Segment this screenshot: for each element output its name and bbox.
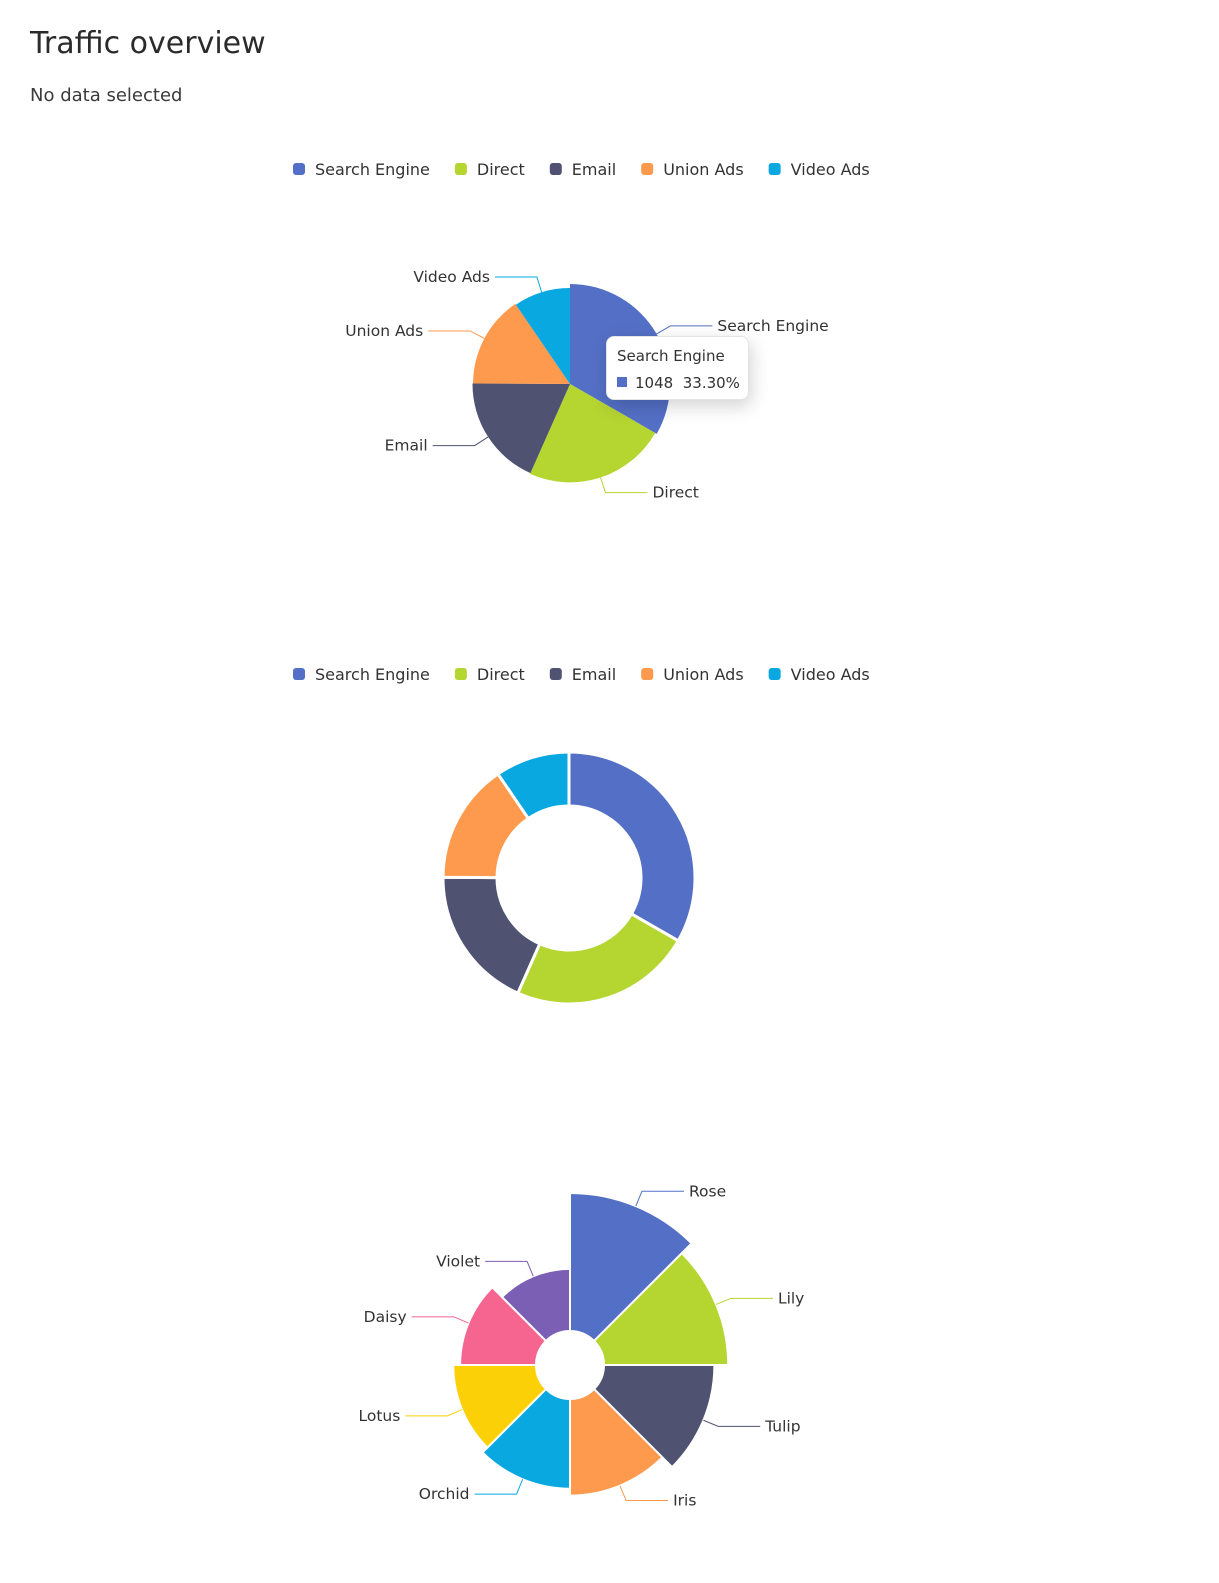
label-lily: Lily (778, 1289, 804, 1307)
legend-item-email[interactable]: Email (572, 160, 616, 179)
rose-slice-violet[interactable] (500, 1267, 571, 1343)
tooltip-value: 1048 (635, 374, 674, 392)
legend-swatch-direct[interactable] (454, 668, 467, 680)
label-line-direct (600, 477, 648, 494)
rose-chart-flowers: Rose Lily Tulip Iris Orchid Lotus Daisy Violet (358, 1182, 804, 1509)
tooltip-title: Search Engine (617, 347, 725, 365)
label-violet: Violet (436, 1252, 480, 1270)
legend-item-union-ads[interactable]: Union Ads (663, 160, 743, 179)
slice-union-ads[interactable] (473, 303, 570, 384)
chart-tooltip: Search Engine 1048 33.30% (606, 336, 749, 400)
donut-slice-search-engine[interactable] (567, 750, 697, 943)
label-line-union-ads (428, 330, 485, 339)
legend-item-search-engine[interactable]: Search Engine (315, 160, 430, 179)
legend-item-email[interactable]: Email (572, 665, 616, 684)
label-orchid: Orchid (419, 1485, 470, 1503)
label-iris: Iris (673, 1491, 696, 1509)
legend-swatch-search-engine[interactable] (293, 668, 305, 680)
label-line-rose (635, 1190, 684, 1207)
tooltip-value-row: 1048 33.30% (635, 374, 740, 392)
legend: Search Engine Direct Email Union Ads Video A… (293, 665, 870, 684)
donut-slice-email[interactable] (441, 875, 542, 996)
slice-email[interactable] (472, 383, 570, 474)
pie-chart-traffic: Search Engine Direct Email Union Ads Video A… (293, 160, 870, 502)
legend-item-video-ads[interactable]: Video Ads (791, 665, 870, 684)
donut-chart-traffic: Search Engine Direct Email Union Ads Video A… (293, 665, 870, 1006)
label-rose: Rose (689, 1182, 726, 1200)
legend-swatch-union-ads[interactable] (641, 668, 654, 680)
rose-slice-lotus[interactable] (452, 1364, 548, 1450)
selection-status: No data selected (30, 85, 183, 106)
legend-item-search-engine[interactable]: Search Engine (315, 665, 430, 684)
rose-slice-tulip[interactable] (592, 1364, 716, 1469)
label-search-engine: Search Engine (717, 317, 828, 335)
rose-slice-rose[interactable] (569, 1191, 694, 1343)
label-line-tulip (703, 1419, 761, 1427)
legend-swatch-video-ads[interactable] (768, 668, 781, 680)
legend-item-direct[interactable]: Direct (477, 665, 525, 684)
label-line-violet (485, 1260, 534, 1277)
label-video-ads: Video Ads (413, 268, 490, 286)
legend: Search Engine Direct Email Union Ads Video A… (293, 160, 870, 179)
legend-item-video-ads[interactable]: Video Ads (791, 160, 870, 179)
legend-swatch-union-ads[interactable] (641, 163, 654, 175)
label-line-iris (619, 1485, 669, 1501)
label-tulip: Tulip (764, 1417, 800, 1435)
slice-video-ads[interactable] (515, 288, 570, 384)
slice-direct[interactable] (530, 384, 656, 483)
label-email: Email (385, 437, 428, 455)
label-line-video-ads (494, 276, 543, 293)
label-direct: Direct (652, 484, 698, 502)
legend-item-direct[interactable]: Direct (477, 160, 525, 179)
legend-swatch-email[interactable] (549, 163, 562, 175)
label-line-search-engine (656, 325, 713, 335)
page-title: Traffic overview (30, 26, 266, 61)
rose-slice-orchid[interactable] (481, 1387, 571, 1490)
tooltip-series-swatch (617, 377, 627, 387)
label-line-lily (715, 1297, 773, 1305)
tooltip-percent: 33.30% (682, 374, 740, 392)
label-line-daisy (411, 1316, 469, 1324)
legend-swatch-direct[interactable] (454, 163, 467, 175)
label-line-lotus (405, 1409, 463, 1417)
rose-slice-lily[interactable] (592, 1251, 730, 1366)
legend-item-union-ads[interactable]: Union Ads (663, 665, 743, 684)
label-daisy: Daisy (364, 1308, 407, 1326)
legend-swatch-search-engine[interactable] (293, 163, 305, 175)
legend-swatch-video-ads[interactable] (768, 163, 781, 175)
rose-slice-daisy[interactable] (459, 1285, 548, 1366)
rose-slice-iris[interactable] (569, 1387, 664, 1497)
legend-swatch-email[interactable] (549, 668, 562, 680)
label-line-email (432, 436, 489, 447)
donut-slice-video-ads[interactable] (495, 750, 571, 821)
label-line-orchid (474, 1479, 524, 1495)
donut-slice-direct[interactable] (515, 911, 681, 1006)
label-union-ads: Union Ads (345, 322, 423, 340)
label-lotus: Lotus (358, 1407, 400, 1425)
